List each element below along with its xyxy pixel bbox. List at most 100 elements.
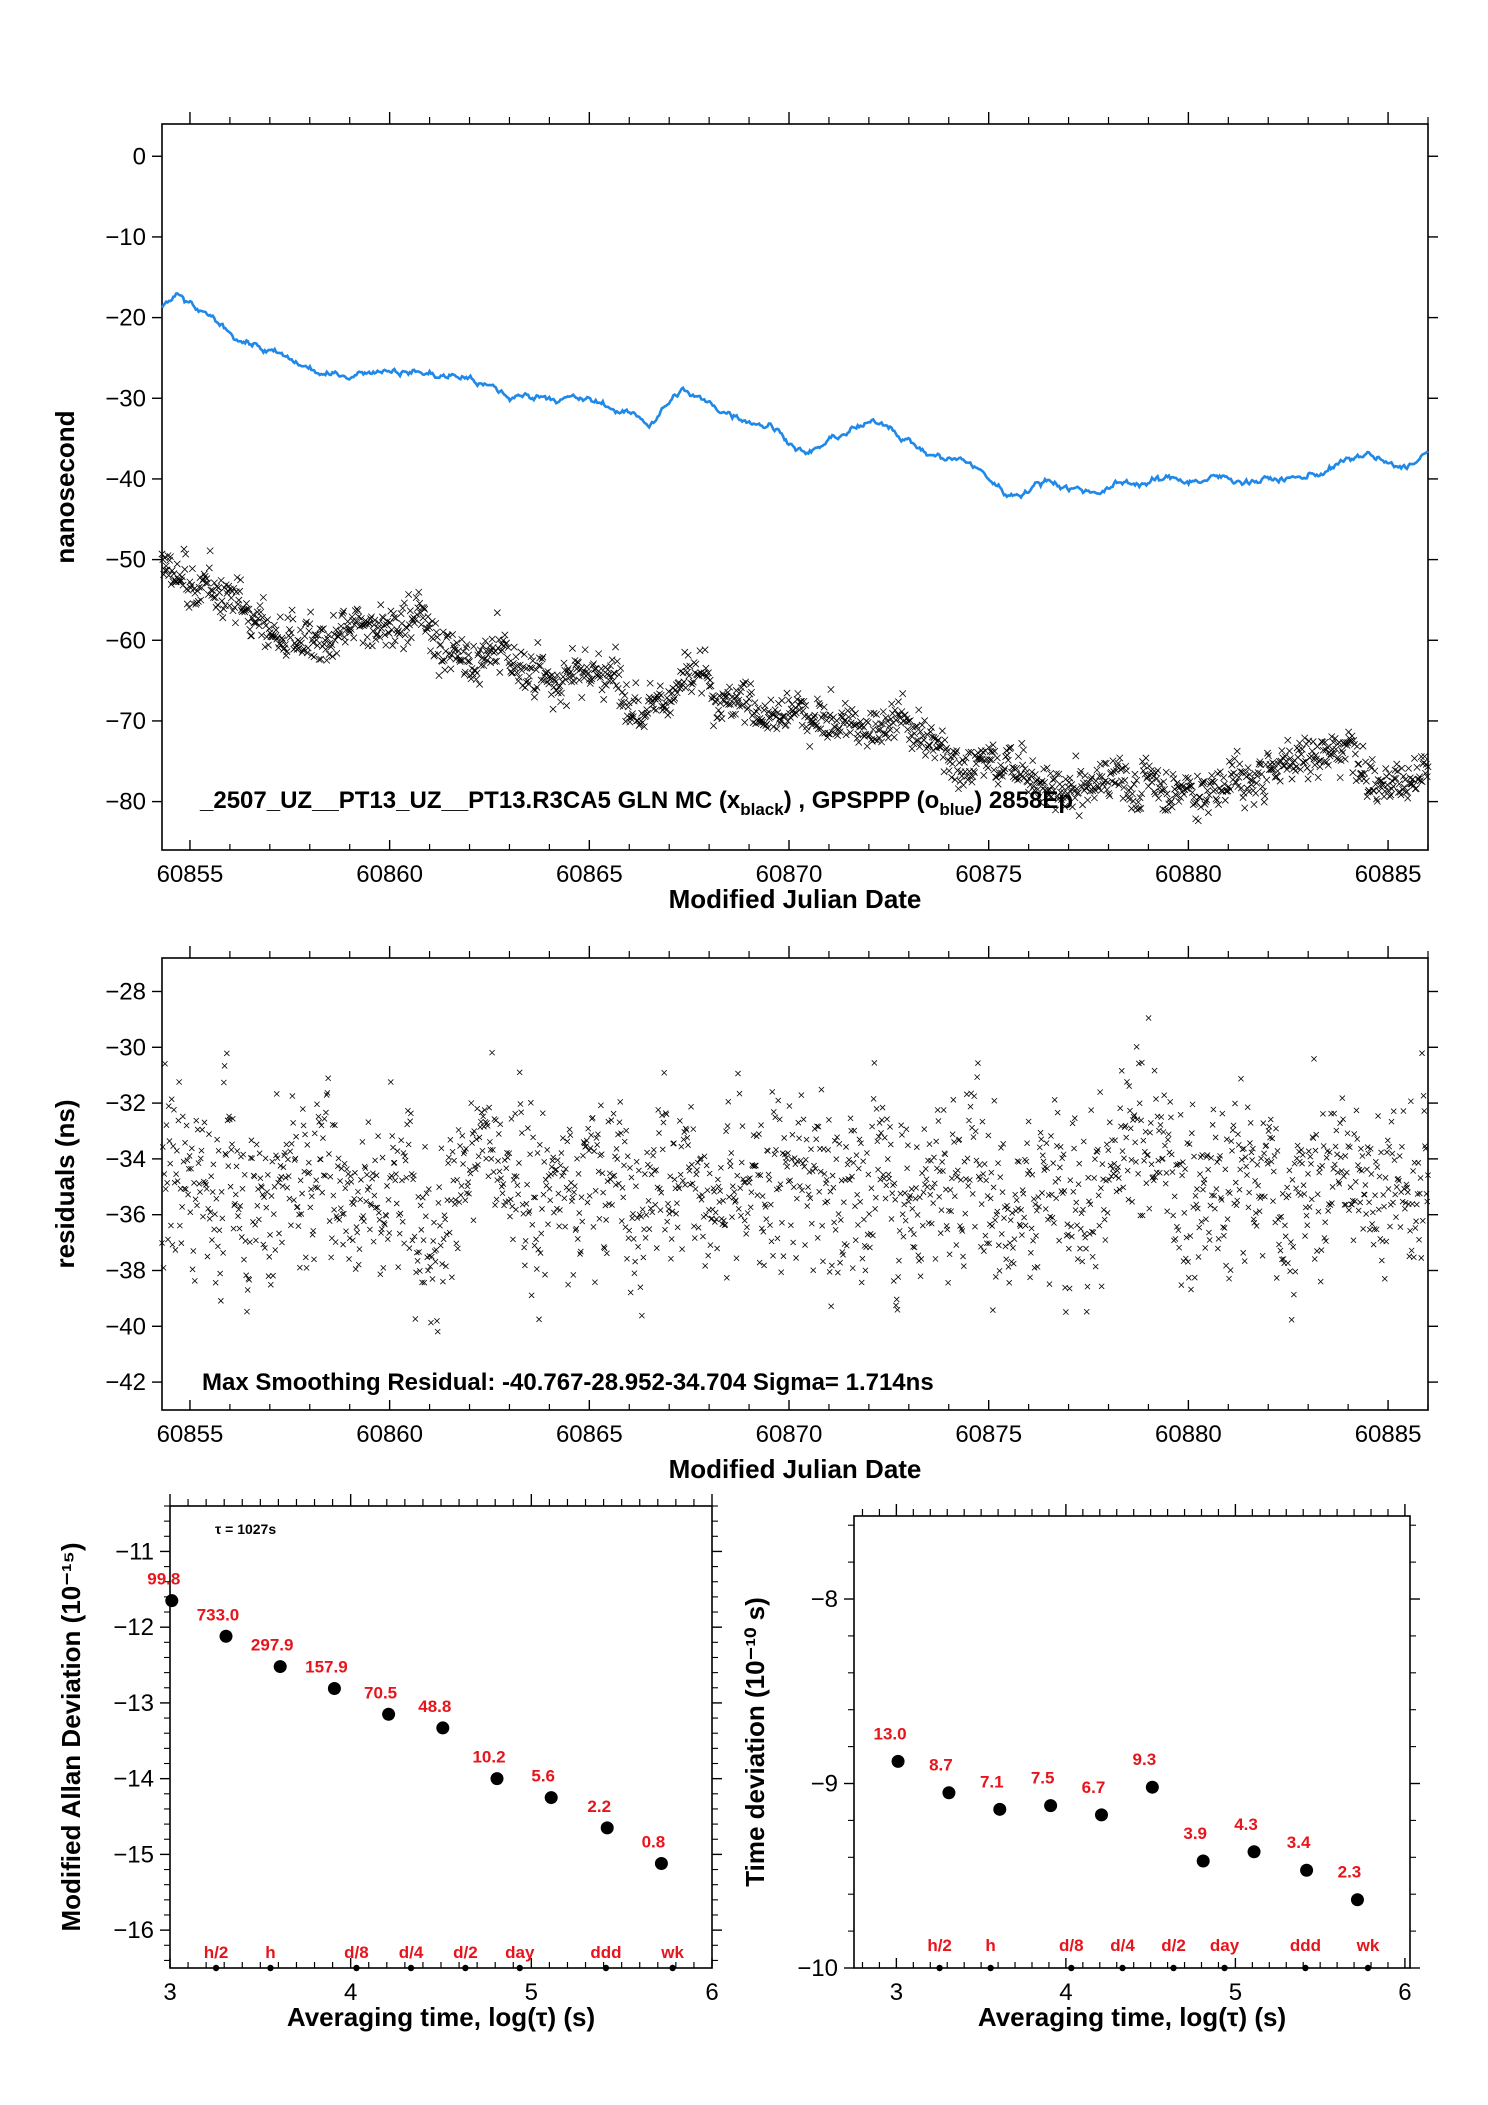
gln-mc-point xyxy=(1121,776,1129,784)
residual-point xyxy=(1103,1141,1110,1148)
residual-point xyxy=(1358,1167,1365,1174)
gln-mc-point xyxy=(592,665,600,673)
gln-mc-point xyxy=(478,654,486,662)
residual-point xyxy=(216,1227,223,1234)
gln-mc-point xyxy=(1314,773,1322,781)
gln-mc-point xyxy=(926,741,934,749)
residual-point xyxy=(1042,1206,1049,1212)
residual-point xyxy=(837,1259,843,1266)
residual-point xyxy=(528,1292,535,1299)
gln-mc-point xyxy=(1257,761,1265,769)
gln-mc-point xyxy=(841,699,849,707)
residual-point xyxy=(378,1226,385,1233)
gln-mc-point xyxy=(1158,786,1166,794)
residual-point xyxy=(1201,1176,1208,1183)
gln-mc-point xyxy=(1326,752,1334,760)
residual-point xyxy=(208,1173,215,1180)
gln-mc-point xyxy=(984,764,992,772)
gln-mc-point xyxy=(811,711,819,719)
residual-point xyxy=(510,1236,516,1243)
residual-point xyxy=(700,1233,706,1240)
y-axis-label: Time deviation (10⁻¹⁰ s) xyxy=(740,1597,770,1887)
residual-point xyxy=(1343,1169,1350,1176)
residual-point xyxy=(1369,1209,1376,1216)
residual-point xyxy=(1305,1170,1311,1177)
residual-point xyxy=(799,1160,806,1167)
gln-mc-point xyxy=(1321,738,1329,746)
residual-point xyxy=(1247,1119,1254,1126)
y-tick-label: −16 xyxy=(113,1917,154,1944)
residual-point xyxy=(571,1183,578,1189)
residual-point xyxy=(714,1176,721,1183)
gln-mc-point xyxy=(247,632,255,640)
residual-point xyxy=(870,1095,877,1102)
y-tick-label: −70 xyxy=(105,708,146,735)
residual-point xyxy=(1100,1176,1107,1183)
residual-point xyxy=(680,1136,687,1143)
point-value-label: 733.0 xyxy=(197,1605,240,1624)
residual-point xyxy=(921,1126,928,1133)
residual-point xyxy=(306,1169,313,1176)
residual-point xyxy=(814,1123,820,1130)
gln-mc-point xyxy=(1234,782,1242,790)
gln-mc-point xyxy=(259,593,267,601)
residual-point xyxy=(246,1276,253,1283)
residual-point xyxy=(660,1119,667,1126)
residual-point xyxy=(551,1170,558,1177)
residual-point xyxy=(1340,1173,1347,1180)
residual-point xyxy=(1098,1283,1105,1290)
residual-point xyxy=(475,1161,481,1168)
residual-point xyxy=(393,1200,400,1207)
residual-point xyxy=(353,1224,360,1230)
gln-mc-point xyxy=(761,702,769,710)
gln-mc-point xyxy=(1400,772,1407,780)
residual-point xyxy=(560,1135,566,1141)
gln-mc-point xyxy=(1330,749,1338,757)
gln-mc-point xyxy=(238,608,246,616)
residual-point xyxy=(547,1197,554,1204)
residual-point xyxy=(1365,1150,1372,1157)
residual-point xyxy=(333,1213,340,1220)
residual-point xyxy=(1299,1160,1305,1167)
residual-point xyxy=(287,1148,294,1155)
period-marker xyxy=(407,1964,415,1972)
gln-mc-point xyxy=(536,662,544,670)
gln-mc-point xyxy=(622,717,630,725)
residual-point xyxy=(630,1236,637,1242)
residual-point xyxy=(1226,1275,1232,1282)
residual-point xyxy=(548,1164,555,1170)
gln-mc-point xyxy=(611,670,619,678)
residual-point xyxy=(343,1228,349,1235)
gln-mc-point xyxy=(623,681,630,689)
residual-point xyxy=(551,1209,557,1216)
residual-point xyxy=(243,1272,250,1279)
gln-mc-point xyxy=(446,654,454,662)
residual-point xyxy=(1338,1168,1345,1174)
gln-mc-point xyxy=(960,758,968,766)
residual-point xyxy=(466,1190,472,1197)
residual-point xyxy=(557,1207,563,1213)
residual-point xyxy=(690,1126,697,1133)
residual-point xyxy=(530,1194,537,1201)
gln-mc-point xyxy=(560,659,568,667)
gln-mc-point xyxy=(537,676,545,684)
residual-point xyxy=(662,1226,668,1233)
residual-point xyxy=(682,1181,688,1188)
residual-point xyxy=(494,1177,501,1184)
residual-point xyxy=(1355,1162,1361,1169)
residual-point xyxy=(1050,1160,1057,1167)
residual-point xyxy=(639,1206,646,1213)
point-value-label: 2.2 xyxy=(587,1797,611,1816)
gln-mc-point xyxy=(769,711,777,719)
residual-point xyxy=(893,1296,900,1303)
residual-point xyxy=(805,1191,812,1198)
residual-point xyxy=(729,1183,736,1190)
residual-point xyxy=(843,1242,850,1249)
gln-mc-point xyxy=(236,587,244,595)
gln-mc-point xyxy=(1061,802,1069,810)
annotation-text: ) 2858Ep xyxy=(974,787,1073,814)
gln-mc-point xyxy=(1137,804,1145,812)
residual-point xyxy=(1160,1129,1167,1135)
gln-mc-point xyxy=(1162,768,1170,776)
gln-mc-point xyxy=(1052,806,1060,814)
